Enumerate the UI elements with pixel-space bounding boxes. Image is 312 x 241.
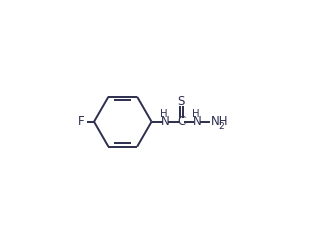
Text: N: N [161,115,170,128]
Text: S: S [178,95,185,108]
Text: F: F [78,115,84,128]
Text: NH: NH [211,115,228,128]
Text: H: H [160,109,168,119]
Text: C: C [177,115,185,128]
Text: H: H [192,109,199,119]
Text: N: N [193,115,201,128]
Text: 2: 2 [218,122,224,131]
